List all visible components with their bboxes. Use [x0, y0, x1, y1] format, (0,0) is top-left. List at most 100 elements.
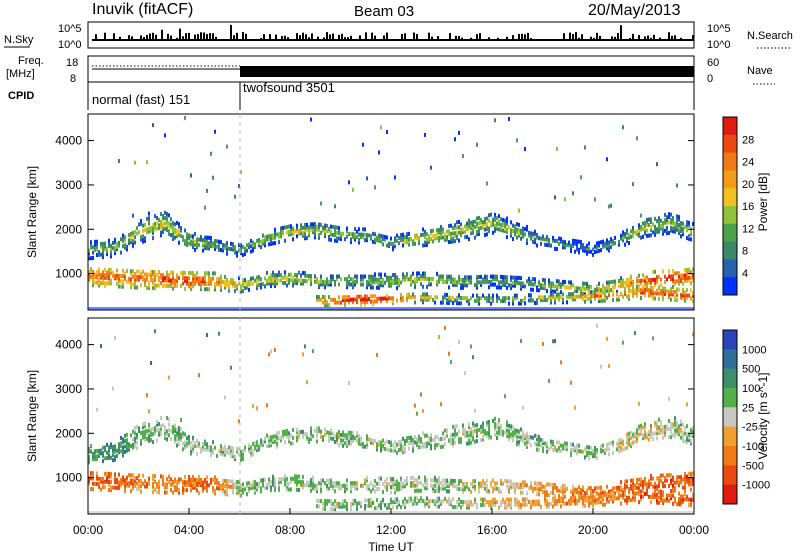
heatmap-cell	[552, 490, 554, 495]
heatmap-cell	[322, 478, 324, 483]
heatmap-cell	[402, 436, 404, 441]
heatmap-cell	[224, 274, 226, 279]
nsky-bar	[527, 32, 529, 40]
heatmap-cell	[666, 220, 668, 225]
heatmap-cell	[202, 243, 204, 248]
heatmap-cell	[486, 216, 488, 221]
heatmap-cell	[256, 278, 258, 283]
heatmap-cell	[214, 129, 216, 134]
heatmap-cell	[492, 222, 494, 227]
heatmap-cell	[208, 243, 210, 248]
heatmap-cell	[630, 436, 632, 441]
heatmap-cell	[126, 432, 128, 437]
heatmap-cell	[516, 482, 518, 487]
heatmap-cell	[178, 488, 180, 493]
heatmap-cell	[674, 499, 676, 504]
heatmap-cell	[142, 422, 144, 427]
heatmap-cell	[500, 424, 502, 428]
heatmap-cell	[582, 286, 584, 291]
heatmap-cell	[440, 437, 442, 441]
heatmap-cell	[630, 234, 632, 239]
heatmap-cell	[428, 295, 430, 300]
heatmap-cell	[326, 483, 328, 488]
heatmap-cell	[676, 183, 678, 188]
heatmap-cell	[314, 235, 316, 240]
heatmap-cell	[262, 478, 264, 483]
heatmap-cell	[208, 241, 210, 246]
heatmap-cell	[258, 484, 260, 489]
heatmap-cell	[508, 502, 510, 507]
x-tick-label: 04:00	[174, 523, 204, 537]
heatmap-cell	[208, 274, 210, 278]
heatmap-cell	[424, 295, 426, 300]
heatmap-cell	[582, 294, 584, 299]
heatmap-cell	[546, 504, 548, 509]
heatmap-cell	[308, 276, 310, 281]
heatmap-cell	[552, 339, 554, 344]
heatmap-cell	[140, 272, 142, 277]
heatmap-cell	[164, 436, 166, 441]
heatmap-cell	[106, 270, 108, 275]
heatmap-cell	[340, 438, 342, 443]
heatmap-cell	[532, 499, 534, 504]
heatmap-cell	[274, 477, 276, 482]
heatmap-cell	[450, 298, 452, 303]
heatmap-cell	[502, 283, 504, 287]
heatmap-cell	[100, 252, 102, 257]
heatmap-cell	[364, 299, 366, 304]
heatmap-cell	[622, 493, 624, 498]
heatmap-cell	[166, 429, 168, 434]
heatmap-cell	[374, 237, 376, 242]
heatmap-cell	[144, 421, 146, 426]
heatmap-cell	[396, 450, 398, 455]
heatmap-cell	[372, 441, 374, 446]
heatmap-cell	[632, 478, 634, 483]
heatmap-cell	[484, 219, 486, 224]
heatmap-cell	[586, 287, 588, 292]
heatmap-cell	[500, 429, 502, 434]
heatmap-cell	[678, 215, 680, 220]
heatmap-cell	[120, 478, 122, 482]
heatmap-cell	[118, 243, 120, 248]
nsky-bar	[185, 33, 187, 40]
heatmap-cell	[224, 246, 226, 251]
heatmap-cell	[636, 480, 638, 485]
heatmap-cell	[578, 443, 580, 448]
heatmap-cell	[276, 275, 278, 280]
heatmap-cell	[510, 497, 512, 502]
heatmap-cell	[88, 277, 90, 282]
heatmap-cell	[348, 279, 350, 284]
heatmap-cell	[436, 478, 438, 483]
heatmap-cell	[340, 483, 342, 488]
heatmap-cell	[106, 474, 108, 479]
heatmap-cell	[360, 300, 362, 304]
heatmap-cell	[508, 479, 510, 484]
heatmap-cell	[468, 487, 470, 492]
heatmap-cell	[358, 237, 360, 242]
heatmap-cell	[662, 294, 664, 299]
heatmap-cell	[158, 422, 160, 426]
heatmap-cell	[248, 282, 250, 287]
heatmap-cell	[436, 499, 438, 504]
heatmap-cell	[588, 246, 590, 251]
heatmap-cell	[670, 493, 672, 498]
heatmap-cell	[640, 497, 642, 502]
heatmap-cell	[674, 423, 676, 428]
heatmap-cell	[310, 117, 312, 122]
heatmap-cell	[168, 474, 170, 479]
heatmap-cell	[676, 431, 678, 436]
heatmap-cell	[580, 242, 582, 247]
heatmap-cell	[656, 431, 658, 436]
heatmap-cell	[284, 477, 286, 481]
heatmap-cell	[482, 277, 484, 282]
heatmap-cell	[220, 279, 222, 284]
heatmap-cell	[434, 435, 436, 440]
heatmap-cell	[234, 250, 236, 255]
heatmap-cell	[480, 430, 482, 434]
nsky-bar	[200, 32, 202, 40]
heatmap-cell	[276, 273, 278, 278]
heatmap-cell	[108, 276, 110, 280]
heatmap-cell	[248, 279, 250, 284]
heatmap-cell	[672, 269, 674, 273]
